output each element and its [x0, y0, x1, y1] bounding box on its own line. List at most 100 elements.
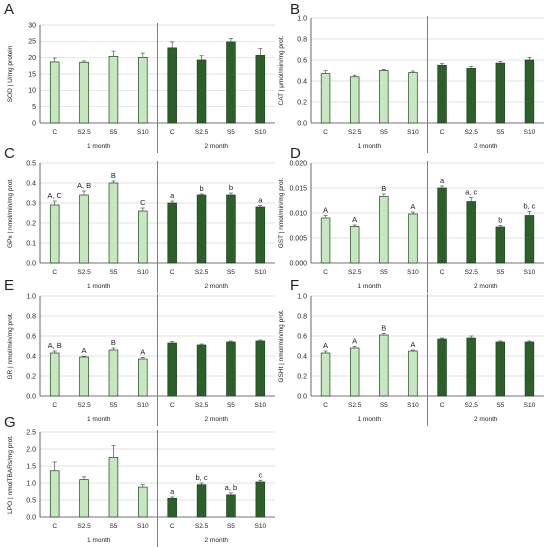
x-tick-label: S5: [380, 269, 388, 276]
y-tick-label: 0.2: [26, 373, 36, 380]
bar: [524, 341, 535, 397]
y-tick-label: 0.4: [297, 78, 307, 85]
significance-label: b: [199, 184, 203, 193]
y-tick-label: 1.0: [297, 293, 307, 300]
y-tick-label: 15: [28, 71, 36, 78]
y-tick-label: 1.0: [297, 15, 307, 22]
significance-label: a: [170, 191, 175, 200]
panel-A: A 0 5 10 15 20 25 30 SOD | U/mg protein C S2.5 S5 S1…: [4, 1, 275, 153]
y-tick-label: 0.5: [26, 160, 36, 167]
x-tick-label: C: [170, 269, 175, 276]
y-tick-label: 0.8: [297, 313, 307, 320]
x-tick-label: S2.5: [77, 523, 91, 530]
x-tick-label: S5: [227, 129, 235, 136]
significance-label: b, c: [523, 202, 535, 211]
y-tick-label: 0.0: [297, 393, 307, 400]
y-tick-label: 0.015: [289, 185, 307, 192]
y-axis-label: GPx | nmol/min/mg prot.: [7, 178, 14, 248]
bar: [255, 340, 266, 397]
y-axis-label: CAT | μmol/min/mg prot.: [278, 35, 285, 105]
y-tick-label: 1.0: [26, 293, 36, 300]
bar: [138, 210, 148, 264]
bar: [320, 73, 331, 124]
x-tick-label: C: [440, 129, 445, 136]
y-tick-label: 0.0: [26, 514, 36, 521]
x-tick-label: S5: [496, 269, 504, 276]
significance-label: a, b: [225, 483, 238, 492]
group-label: 2 month: [474, 283, 498, 290]
x-tick-label: S10: [255, 129, 267, 136]
x-tick-label: S10: [407, 129, 419, 136]
significance-label: B: [381, 184, 386, 193]
x-tick-label: S10: [137, 129, 149, 136]
bar: [320, 217, 331, 264]
bar: [167, 47, 177, 124]
group-label: 2 month: [205, 143, 229, 150]
x-tick-label: S5: [109, 523, 117, 530]
group-label: 1 month: [358, 143, 382, 150]
significance-label: A: [410, 202, 415, 211]
x-tick-label: S5: [227, 523, 235, 530]
x-tick-label: S2.5: [348, 402, 362, 409]
x-tick-label: S10: [524, 402, 536, 409]
significance-label: a: [258, 195, 263, 204]
x-tick-label: S5: [109, 269, 117, 276]
bar: [138, 358, 148, 397]
y-tick-label: 0.020: [289, 160, 307, 167]
bar: [408, 350, 418, 397]
significance-label: c: [258, 470, 262, 479]
bar: [138, 56, 148, 124]
group-label: 1 month: [358, 283, 382, 290]
bar: [226, 41, 236, 124]
x-tick-label: S2.5: [465, 129, 479, 136]
panel-letter: G: [4, 414, 16, 431]
significance-label: C: [140, 198, 146, 207]
x-tick-label: S2.5: [77, 402, 91, 409]
x-tick-label: S5: [109, 129, 117, 136]
x-tick-label: C: [323, 129, 328, 136]
y-tick-label: 0.6: [26, 333, 36, 340]
x-tick-label: S5: [380, 402, 388, 409]
bar: [167, 202, 177, 264]
bar: [495, 62, 506, 124]
y-tick-label: 0.8: [26, 313, 36, 320]
x-tick-label: C: [52, 402, 57, 409]
bar: [79, 479, 89, 518]
x-tick-label: S10: [137, 523, 149, 530]
y-tick-label: 0.4: [297, 353, 307, 360]
y-axis-label: GSHt | nmol/min/mg prot.: [278, 309, 285, 382]
x-tick-label: S2.5: [195, 402, 209, 409]
panel-letter: A: [4, 1, 14, 18]
y-tick-label: 0: [32, 120, 36, 127]
significance-label: a: [440, 176, 445, 185]
bar: [495, 226, 506, 264]
x-tick-label: S10: [137, 269, 149, 276]
panel-E: E 0.0 0.2 0.4 0.6 0.8 1.0 GR | nmol/min/mg prot…: [4, 277, 275, 426]
y-tick-label: 1.0: [26, 480, 36, 487]
bar: [226, 194, 236, 264]
y-tick-label: 2.5: [26, 429, 36, 436]
bar: [49, 61, 60, 124]
x-tick-label: S10: [255, 523, 267, 530]
bar: [108, 349, 119, 397]
y-tick-label: 0.0: [297, 120, 307, 127]
panel-letter: B: [290, 1, 300, 18]
panel-letter: C: [4, 145, 15, 162]
bar: [437, 338, 447, 397]
x-tick-label: C: [52, 269, 57, 276]
x-tick-label: S10: [524, 129, 536, 136]
y-tick-label: 0.2: [297, 99, 307, 106]
x-tick-label: C: [170, 129, 175, 136]
y-tick-label: 0.8: [297, 36, 307, 43]
y-tick-label: 5: [32, 104, 36, 111]
y-tick-label: 25: [28, 39, 36, 46]
y-tick-label: 20: [28, 55, 36, 62]
x-tick-label: S10: [255, 269, 267, 276]
bar: [108, 182, 119, 264]
group-label: 1 month: [87, 283, 111, 290]
significance-label: a, c: [465, 188, 477, 197]
y-tick-label: 0.3: [26, 200, 36, 207]
y-tick-label: 0.6: [297, 333, 307, 340]
x-tick-label: S10: [524, 269, 536, 276]
